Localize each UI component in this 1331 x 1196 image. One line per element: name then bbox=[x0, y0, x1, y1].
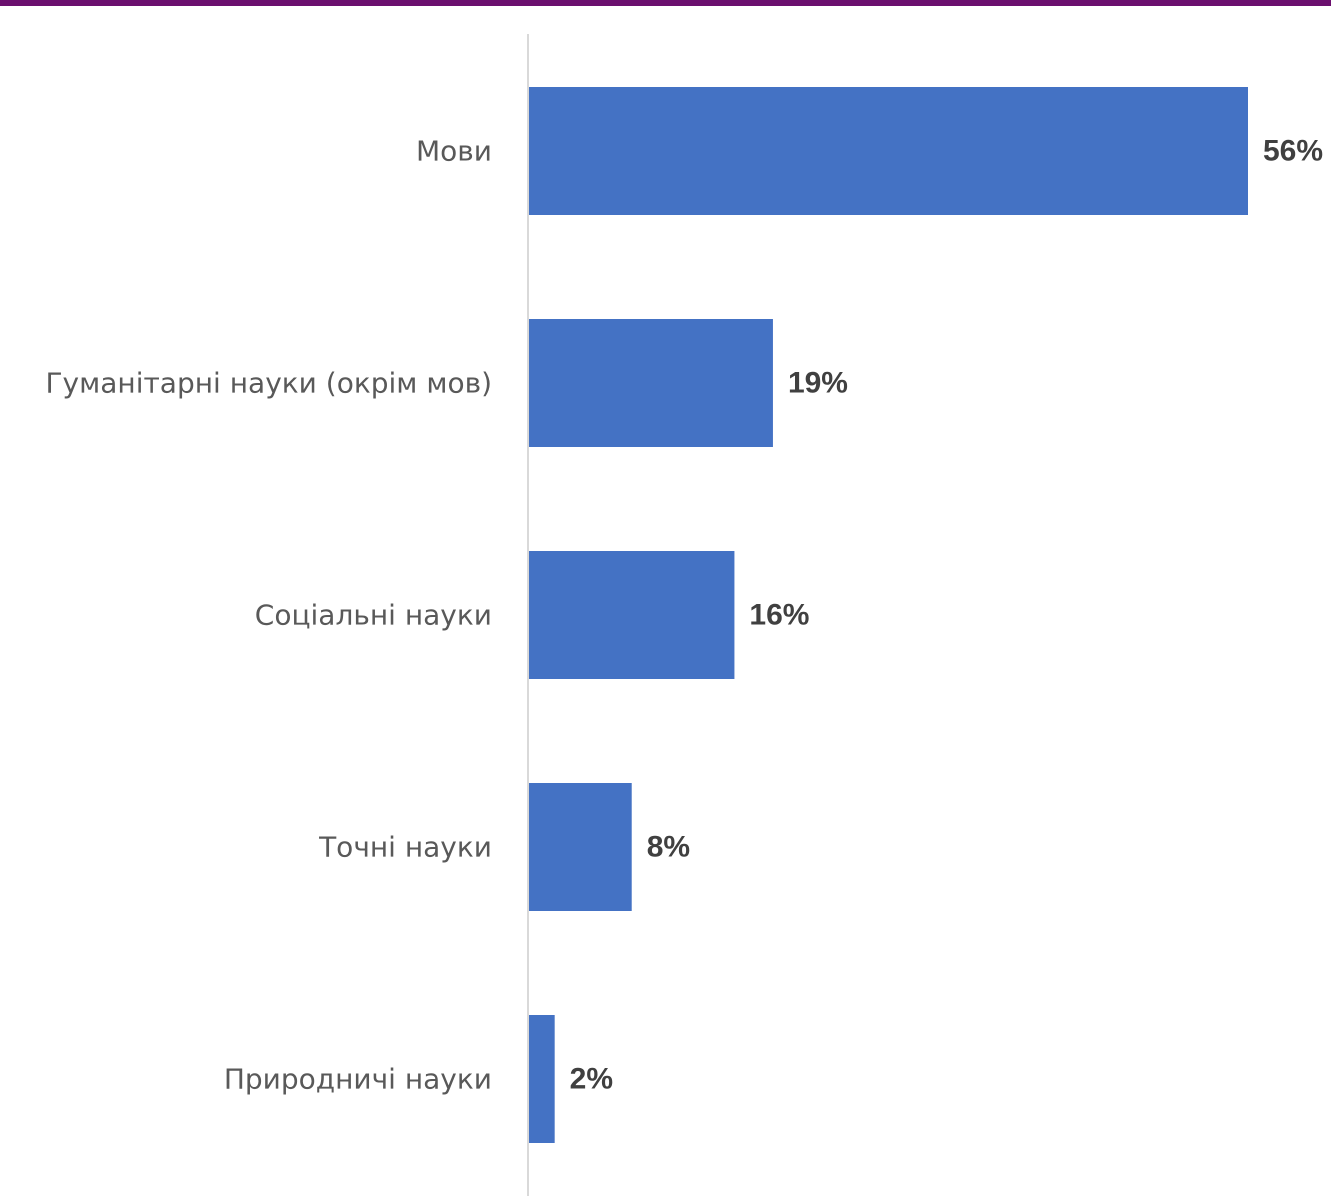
bars-group bbox=[529, 87, 1248, 1143]
value-label-1: 56% bbox=[1263, 135, 1323, 168]
bar-1 bbox=[529, 87, 1248, 215]
top-accent-bar bbox=[0, 0, 1331, 6]
value-label-4: 8% bbox=[647, 831, 690, 864]
category-label-3: Соціальні науки bbox=[255, 599, 492, 632]
category-label-5: Природничі науки bbox=[224, 1063, 492, 1096]
value-label-5: 2% bbox=[570, 1063, 613, 1096]
value-label-3: 16% bbox=[749, 599, 809, 632]
bar-2 bbox=[529, 319, 773, 447]
value-label-2: 19% bbox=[788, 367, 848, 400]
labels-group: Мови 56% Гуманітарні науки (окрім мов) 19% С… bbox=[45, 135, 1323, 1096]
bar-3 bbox=[529, 551, 735, 679]
category-label-4: Точні науки bbox=[318, 831, 492, 864]
category-label-2: Гуманітарні науки (окрім мов) bbox=[45, 367, 492, 400]
bar-4 bbox=[529, 783, 632, 911]
bar-5 bbox=[529, 1015, 555, 1143]
category-label-1: Мови bbox=[416, 135, 492, 168]
